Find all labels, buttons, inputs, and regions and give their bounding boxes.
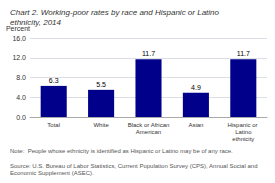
svg-text:Percent: Percent [5,25,30,32]
svg-text:Chart 2. Working-poor rates by: Chart 2. Working-poor rates by race and … [10,8,221,17]
svg-text:12.0: 12.0 [12,54,26,61]
svg-text:16.0: 16.0 [12,35,26,42]
svg-text:6.3: 6.3 [49,77,59,84]
svg-text:Asian: Asian [188,122,203,128]
svg-text:ethnicity: ethnicity [232,136,254,142]
svg-text:Hispanic or: Hispanic or [227,122,259,128]
svg-text:11.7: 11.7 [142,50,155,57]
svg-text:Note: People whose ethnicity: Note: People whose ethnicity is identifi… [10,148,233,154]
svg-text:American: American [136,129,161,135]
svg-text:4.9: 4.9 [191,84,201,91]
svg-text:4.0: 4.0 [16,94,26,101]
svg-text:Economic Supplement (ASEC).: Economic Supplement (ASEC). [10,170,94,176]
svg-text:ethnicity, 2014: ethnicity, 2014 [10,18,62,27]
svg-text:8.0: 8.0 [16,74,26,81]
svg-text:Total: Total [47,122,60,128]
svg-text:Source: U.S. Bureau of Labor S: Source: U.S. Bureau of Labor Statistics,… [10,163,259,169]
svg-text:Black or African: Black or African [128,122,170,128]
svg-text:Latino: Latino [235,129,252,135]
svg-text:0.0: 0.0 [16,114,26,121]
svg-text:5.5: 5.5 [96,81,106,88]
svg-text:White: White [93,122,109,128]
svg-text:11.7: 11.7 [237,50,250,57]
